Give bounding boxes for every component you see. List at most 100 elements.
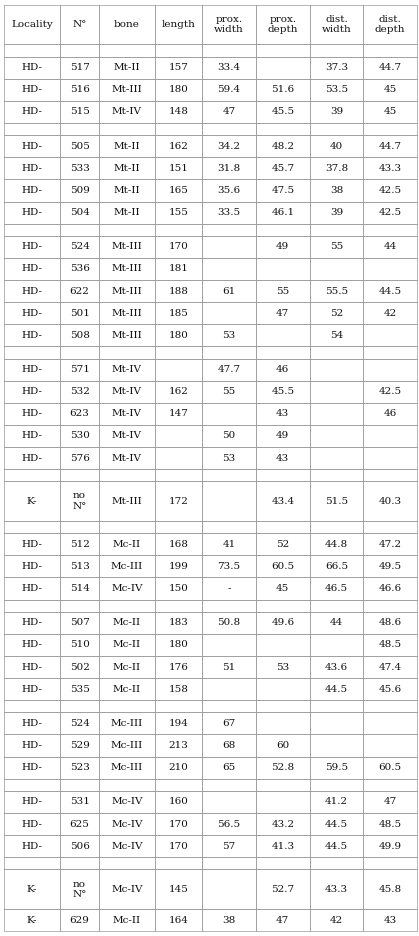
Text: HD-: HD- <box>21 663 43 671</box>
Text: 44.5: 44.5 <box>325 684 348 694</box>
Text: HD-: HD- <box>21 64 43 72</box>
Text: 516: 516 <box>70 85 89 95</box>
Text: 46: 46 <box>276 365 290 374</box>
Text: no
N°: no N° <box>72 491 87 511</box>
Text: Mc-IV: Mc-IV <box>111 820 143 828</box>
Text: HD-: HD- <box>21 584 43 593</box>
Text: 37.8: 37.8 <box>325 164 348 173</box>
Text: Mc-II: Mc-II <box>113 619 141 627</box>
Text: 148: 148 <box>168 108 189 116</box>
Text: HD-: HD- <box>21 562 43 571</box>
Text: 49.9: 49.9 <box>378 841 402 851</box>
Text: Mc-II: Mc-II <box>113 640 141 650</box>
Text: Mt-III: Mt-III <box>111 265 142 273</box>
Text: 47.5: 47.5 <box>271 186 294 195</box>
Text: 55.5: 55.5 <box>325 286 348 296</box>
Text: Mt-IV: Mt-IV <box>112 431 142 441</box>
Text: Mt-IV: Mt-IV <box>112 409 142 418</box>
Text: 147: 147 <box>168 409 189 418</box>
Text: 183: 183 <box>168 619 189 627</box>
Text: Mt-II: Mt-II <box>114 186 140 195</box>
Text: 165: 165 <box>168 186 189 195</box>
Text: 43.6: 43.6 <box>325 663 348 671</box>
Text: 50.8: 50.8 <box>217 619 241 627</box>
Text: 59.5: 59.5 <box>325 763 348 772</box>
Text: 51.6: 51.6 <box>271 85 294 95</box>
Text: 44.5: 44.5 <box>378 286 402 296</box>
Text: 515: 515 <box>70 108 89 116</box>
Text: Mc-III: Mc-III <box>111 741 143 750</box>
Text: 43.2: 43.2 <box>271 820 294 828</box>
Text: 42.5: 42.5 <box>378 208 402 217</box>
Text: 46.5: 46.5 <box>325 584 348 593</box>
Text: HD-: HD- <box>21 208 43 217</box>
Text: 512: 512 <box>70 540 89 548</box>
Text: Mt-III: Mt-III <box>111 286 142 296</box>
Text: 43: 43 <box>383 915 397 925</box>
Text: HD-: HD- <box>21 719 43 728</box>
Text: 629: 629 <box>70 915 89 925</box>
Text: 44.5: 44.5 <box>325 820 348 828</box>
Text: 535: 535 <box>70 684 89 694</box>
Text: HD-: HD- <box>21 540 43 548</box>
Text: 49: 49 <box>276 431 290 441</box>
Text: 532: 532 <box>70 388 89 396</box>
Text: 57: 57 <box>222 841 236 851</box>
Text: 47.7: 47.7 <box>217 365 241 374</box>
Text: 43.3: 43.3 <box>378 164 402 173</box>
Text: HD-: HD- <box>21 141 43 151</box>
Text: HD-: HD- <box>21 841 43 851</box>
Text: 151: 151 <box>168 164 189 173</box>
Text: 42: 42 <box>330 915 343 925</box>
Text: 162: 162 <box>168 388 189 396</box>
Text: Mt-III: Mt-III <box>111 242 142 252</box>
Text: 623: 623 <box>70 409 89 418</box>
Text: 530: 530 <box>70 431 89 441</box>
Text: 509: 509 <box>70 186 89 195</box>
Text: 38: 38 <box>330 186 343 195</box>
Text: HD-: HD- <box>21 242 43 252</box>
Text: 170: 170 <box>168 841 189 851</box>
Text: 42.5: 42.5 <box>378 388 402 396</box>
Text: 55: 55 <box>276 286 290 296</box>
Text: 46.1: 46.1 <box>271 208 294 217</box>
Text: HD-: HD- <box>21 330 43 340</box>
Text: 523: 523 <box>70 763 89 772</box>
Text: 45.6: 45.6 <box>378 684 402 694</box>
Text: 180: 180 <box>168 85 189 95</box>
Text: 42.5: 42.5 <box>378 186 402 195</box>
Text: 155: 155 <box>168 208 189 217</box>
Text: dist.
depth: dist. depth <box>375 15 405 35</box>
Text: 55: 55 <box>330 242 343 252</box>
Text: 168: 168 <box>168 540 189 548</box>
Text: 47: 47 <box>383 797 397 807</box>
Text: 35.6: 35.6 <box>217 186 241 195</box>
Text: 46: 46 <box>383 409 397 418</box>
Text: 56.5: 56.5 <box>217 820 241 828</box>
Text: HD-: HD- <box>21 431 43 441</box>
Text: Mt-II: Mt-II <box>114 208 140 217</box>
Text: 45.8: 45.8 <box>378 885 402 894</box>
Text: 39: 39 <box>330 208 343 217</box>
Text: 33.4: 33.4 <box>217 64 241 72</box>
Text: 67: 67 <box>222 719 236 728</box>
Text: no
N°: no N° <box>72 880 87 899</box>
Text: 514: 514 <box>70 584 89 593</box>
Text: Mt-III: Mt-III <box>111 309 142 317</box>
Text: Mt-IV: Mt-IV <box>112 388 142 396</box>
Text: 188: 188 <box>168 286 189 296</box>
Text: 59.4: 59.4 <box>217 85 241 95</box>
Text: 199: 199 <box>168 562 189 571</box>
Text: 505: 505 <box>70 141 89 151</box>
Text: 33.5: 33.5 <box>217 208 241 217</box>
Text: Mc-II: Mc-II <box>113 663 141 671</box>
Text: HD-: HD- <box>21 409 43 418</box>
Text: Mc-III: Mc-III <box>111 719 143 728</box>
Text: 622: 622 <box>70 286 89 296</box>
Text: Mc-IV: Mc-IV <box>111 584 143 593</box>
Text: 52: 52 <box>330 309 343 317</box>
Text: 41.3: 41.3 <box>271 841 294 851</box>
Text: HD-: HD- <box>21 454 43 462</box>
Text: 150: 150 <box>168 584 189 593</box>
Text: 517: 517 <box>70 64 89 72</box>
